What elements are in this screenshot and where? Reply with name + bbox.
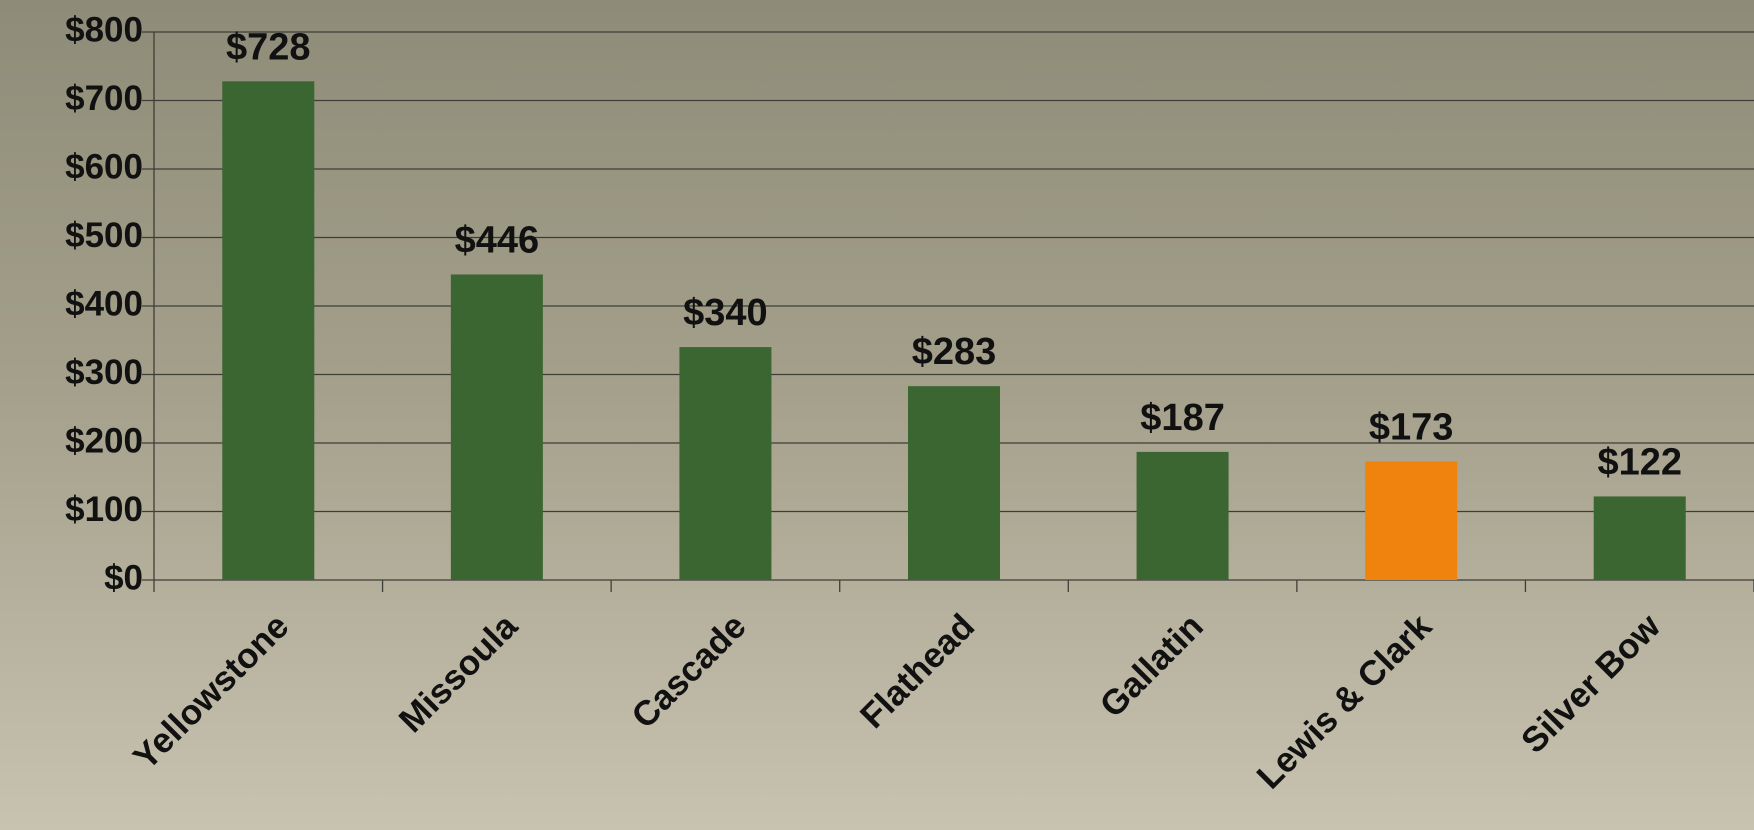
y-tick-label: $400	[65, 284, 143, 323]
y-tick-label: $500	[65, 216, 143, 255]
y-tick-label: $600	[65, 147, 143, 186]
bar	[908, 386, 1000, 580]
bar	[1365, 461, 1458, 580]
bar	[679, 347, 772, 580]
value-label: $728	[226, 26, 311, 68]
value-label: $173	[1369, 407, 1454, 449]
value-label: $283	[912, 331, 997, 373]
value-label: $340	[683, 292, 768, 334]
bar	[1136, 451, 1229, 580]
bar	[450, 274, 543, 580]
bar	[222, 81, 315, 580]
y-tick-label: $0	[104, 558, 143, 597]
value-label: $122	[1597, 441, 1682, 483]
value-label: $446	[455, 220, 540, 262]
y-tick-label: $700	[65, 79, 143, 118]
value-label: $187	[1140, 397, 1225, 439]
y-tick-label: $300	[65, 353, 143, 392]
y-tick-label: $800	[65, 10, 143, 49]
bar	[1593, 496, 1686, 580]
y-tick-label: $200	[65, 421, 143, 460]
y-tick-label: $100	[65, 490, 143, 529]
